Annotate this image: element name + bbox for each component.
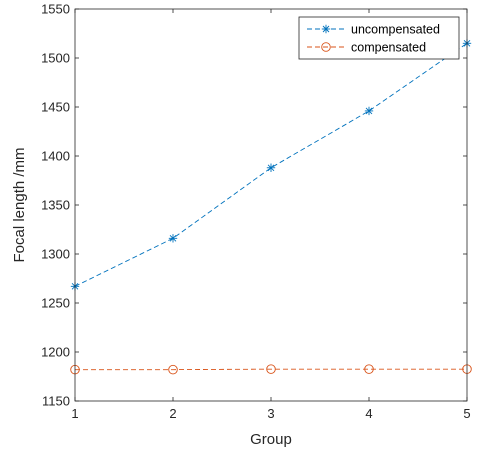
y-tick-label: 1200 — [41, 345, 70, 360]
data-point-compensated — [364, 364, 374, 374]
x-tick-label: 1 — [71, 406, 78, 421]
x-tick-label: 5 — [463, 406, 470, 421]
data-point-uncompensated — [168, 234, 178, 243]
data-point-uncompensated — [364, 106, 374, 116]
legend-box — [298, 16, 460, 60]
x-tick-label: 3 — [267, 406, 274, 421]
y-tick-label: 1250 — [41, 296, 70, 311]
series-line-uncompensated — [74, 42, 468, 287]
x-axis-label: Group — [250, 431, 292, 448]
plot-area — [75, 9, 467, 401]
legend: uncompensated compensated — [298, 16, 460, 60]
data-point-compensated — [168, 364, 178, 375]
y-tick-label: 1400 — [41, 149, 70, 164]
legend-marker-compensated — [321, 42, 331, 52]
asterisk-stroke — [169, 235, 177, 242]
legend-label-uncompensated: uncompensated — [351, 22, 440, 36]
data-point-compensated — [266, 364, 276, 374]
y-tick-label: 1450 — [41, 100, 70, 115]
y-tick-label: 1350 — [41, 198, 70, 213]
asterisk-stroke — [322, 25, 330, 33]
y-tick-label: 1300 — [41, 247, 70, 262]
data-point-uncompensated — [266, 163, 276, 172]
series-layer — [70, 39, 472, 375]
asterisk-stroke — [267, 164, 275, 172]
ticks-layer: 1 2 3 4 5 1150 1200 1250 1300 1350 1400 1450 1500 155… — [41, 2, 471, 422]
y-tick-label: 1550 — [41, 2, 70, 17]
y-tick-label: 1150 — [42, 394, 70, 409]
y-tick-label: 1500 — [41, 51, 70, 66]
legend-marker-uncompensated — [321, 24, 331, 34]
x-tick-label: 4 — [365, 406, 372, 421]
legend-label-compensated: compensated — [351, 40, 426, 54]
x-tick-label: 2 — [169, 406, 176, 421]
asterisk-stroke — [365, 107, 373, 115]
y-axis-label: Focal length /mm — [11, 147, 28, 262]
